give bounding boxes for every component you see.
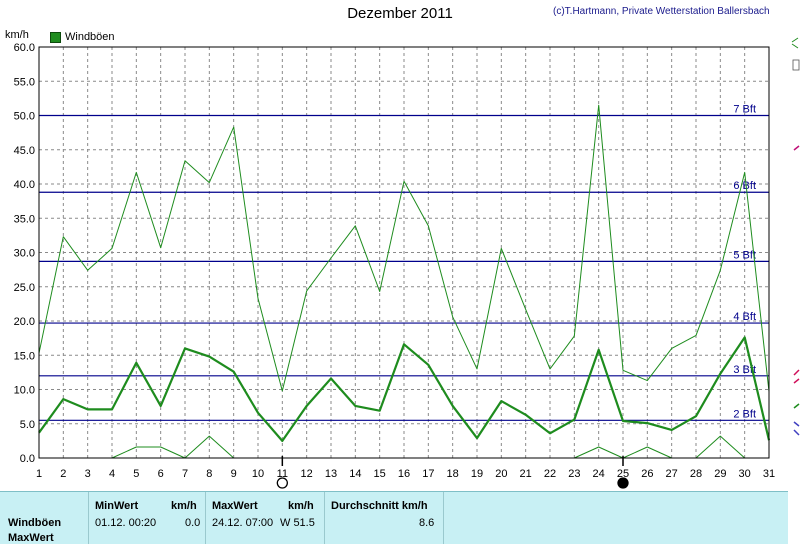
series-line-mean (38, 336, 771, 442)
x-tick-label: 18 (447, 468, 459, 480)
max-header: MaxWert (212, 500, 258, 512)
stats-row-label: MaxWert (8, 532, 54, 544)
x-tick-label: 25 (617, 468, 629, 480)
series-line-max (38, 104, 770, 392)
min-header: MinWert (95, 500, 139, 512)
plot-frame (38, 46, 770, 459)
min-value: 0.0 (185, 517, 201, 529)
beaufort-label: 4 Bft (733, 311, 756, 323)
beaufort-lines: 2 Bft 3 Bft 4 Bft 5 Bft 6 Bft 7 Bft (39, 104, 769, 421)
y-tick-label: 35.0 (14, 213, 35, 225)
beaufort-label: 2 Bft (733, 408, 756, 420)
x-tick-label: 1 (36, 468, 42, 480)
x-tick-label: 8 (206, 468, 212, 480)
y-tick-label: 45.0 (14, 145, 35, 157)
stats-average-column: Durchschnitt km/h 8.6 (324, 492, 443, 544)
x-tick-label: 23 (568, 468, 580, 480)
stats-panel: Windböen MaxWert MinWert km/h 01.12. 00:… (0, 491, 788, 544)
beaufort-label: 5 Bft (733, 249, 756, 261)
y-axis-unit: km/h (5, 29, 29, 41)
x-tick-label: 30 (739, 468, 751, 480)
x-tick-label: 13 (325, 468, 337, 480)
x-tick-label: 11 (277, 468, 288, 480)
chart-title: Dezember 2011 (347, 5, 453, 22)
x-tick-label: 27 (666, 468, 678, 480)
x-tick-label: 19 (471, 468, 483, 480)
full-moon-icon (276, 477, 288, 489)
x-tick-label: 20 (495, 468, 507, 480)
min-date: 01.12. 00:20 (95, 517, 157, 529)
x-tick-label: 29 (714, 468, 726, 480)
x-tick-label: 15 (374, 468, 386, 480)
beaufort-label: 6 Bft (733, 180, 756, 192)
y-tick-label: 50.0 (14, 111, 35, 123)
beaufort-label: 3 Bft (733, 364, 756, 376)
chart: 2 Bft 3 Bft 4 Bft 5 Bft 6 Bft 7 Bft 0.0 5.0 10.… (14, 42, 776, 489)
x-tick-label: 21 (520, 468, 532, 480)
min-unit: km/h (171, 500, 197, 512)
max-date: 24.12. 07:00 (212, 517, 274, 529)
max-unit: km/h (288, 500, 314, 512)
x-tick-label: 4 (109, 468, 115, 480)
x-tick-label: 3 (85, 468, 91, 480)
x-tick-label: 22 (544, 468, 556, 480)
y-tick-label: 60.0 (14, 42, 35, 54)
stats-empty-column (443, 492, 788, 544)
x-tick-label: 28 (690, 468, 702, 480)
x-tick-label: 31 (763, 468, 775, 480)
y-tick-label: 20.0 (14, 316, 35, 328)
legend-swatch (50, 31, 61, 43)
side-decorations (791, 37, 800, 436)
y-tick-label: 15.0 (14, 350, 35, 362)
beaufort-label: 7 Bft (733, 104, 756, 116)
x-tick-label: 26 (641, 468, 653, 480)
x-tick-label: 12 (301, 468, 313, 480)
y-tick-label: 30.0 (14, 248, 35, 260)
legend-label: Windböen (65, 31, 115, 43)
x-tick-label: 2 (60, 468, 66, 480)
average-value: 8.6 (419, 517, 435, 529)
y-tick-label: 10.0 (14, 385, 35, 397)
moon-phase-markers (276, 456, 629, 489)
x-tick-label: 24 (593, 468, 605, 480)
chart-axes: 0.0 5.0 10.0 15.0 20.0 25.0 30.0 35.0 40.0 45.0 50… (14, 42, 776, 480)
x-tick-label: 5 (133, 468, 139, 480)
stats-min-column: MinWert km/h 01.12. 00:20 0.0 (88, 492, 205, 544)
new-moon-icon (617, 477, 629, 489)
x-tick-label: 7 (182, 468, 188, 480)
x-tick-label: 9 (231, 468, 237, 480)
average-header: Durchschnitt km/h (331, 500, 428, 512)
x-tick-label: 10 (252, 468, 264, 480)
chart-grid (39, 47, 769, 458)
y-tick-label: 5.0 (20, 419, 35, 431)
legend: Windböen (50, 31, 115, 43)
credit-text: (c)T.Hartmann, Private Wetterstation Bal… (553, 6, 770, 17)
x-tick-label: 17 (422, 468, 434, 480)
stats-max-column: MaxWert km/h 24.12. 07:00 W 51.5 (205, 492, 324, 544)
max-value: W 51.5 (280, 517, 315, 529)
y-tick-label: 25.0 (14, 282, 35, 294)
x-tick-label: 14 (349, 468, 361, 480)
y-tick-label: 55.0 (14, 76, 35, 88)
y-tick-label: 0.0 (20, 453, 35, 465)
y-tick-label: 40.0 (14, 179, 35, 191)
stats-row-label: Windböen (8, 517, 62, 529)
x-tick-label: 6 (158, 468, 164, 480)
x-tick-label: 16 (398, 468, 410, 480)
